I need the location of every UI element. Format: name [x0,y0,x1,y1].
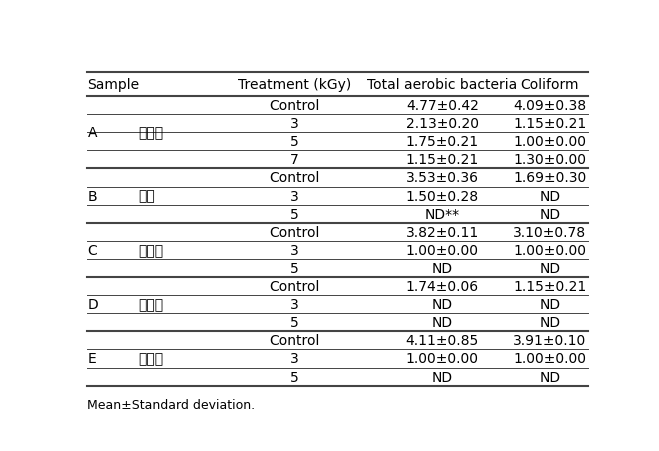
Text: 5: 5 [290,370,299,384]
Text: 3.10±0.78: 3.10±0.78 [513,226,587,239]
Text: ND: ND [432,298,453,312]
Text: ND: ND [539,262,560,276]
Text: 3: 3 [290,117,299,131]
Text: ND: ND [432,262,453,276]
Text: 5: 5 [290,135,299,149]
Text: Control: Control [269,334,320,348]
Text: A: A [88,126,97,140]
Text: 경단: 경단 [138,189,156,203]
Text: 5: 5 [290,207,299,221]
Text: Sample: Sample [88,78,140,92]
Text: ND: ND [432,370,453,384]
Text: Mean±Standard deviation.: Mean±Standard deviation. [88,398,256,411]
Text: C: C [88,244,98,258]
Text: 1.74±0.06: 1.74±0.06 [406,280,479,294]
Text: ND: ND [432,316,453,330]
Text: B: B [88,189,97,203]
Text: 1.30±0.00: 1.30±0.00 [513,153,587,167]
Text: 3: 3 [290,244,299,258]
Text: 1.00±0.00: 1.00±0.00 [513,135,587,149]
Text: 1.00±0.00: 1.00±0.00 [513,244,587,258]
Text: 4.11±0.85: 4.11±0.85 [406,334,479,348]
Text: ND: ND [539,207,560,221]
Text: 1.69±0.30: 1.69±0.30 [513,171,587,185]
Text: 3.53±0.36: 3.53±0.36 [406,171,479,185]
Text: ND: ND [539,189,560,203]
Text: 5: 5 [290,262,299,276]
Text: 3.91±0.10: 3.91±0.10 [513,334,587,348]
Text: 콩가루: 콩가루 [138,352,163,366]
Text: 빵가루: 빵가루 [138,298,163,312]
Text: 1.50±0.28: 1.50±0.28 [406,189,479,203]
Text: 4.77±0.42: 4.77±0.42 [406,99,479,113]
Text: Treatment (kGy): Treatment (kGy) [238,78,351,92]
Text: 1.15±0.21: 1.15±0.21 [513,280,587,294]
Text: 4.09±0.38: 4.09±0.38 [513,99,587,113]
Text: Control: Control [269,99,320,113]
Text: Coliform: Coliform [521,78,579,92]
Text: Control: Control [269,226,320,239]
Text: E: E [88,352,96,366]
Text: ND: ND [539,370,560,384]
Text: 2.13±0.20: 2.13±0.20 [406,117,479,131]
Text: 5: 5 [290,316,299,330]
Text: Control: Control [269,171,320,185]
Text: 3: 3 [290,298,299,312]
Text: 7: 7 [290,153,299,167]
Text: 3.82±0.11: 3.82±0.11 [406,226,479,239]
Text: Total aerobic bacteria: Total aerobic bacteria [367,78,517,92]
Text: ND**: ND** [425,207,460,221]
Text: 인절미: 인절미 [138,244,163,258]
Text: ND: ND [539,316,560,330]
Text: 3: 3 [290,189,299,203]
Text: D: D [88,298,98,312]
Text: 3: 3 [290,352,299,366]
Text: 1.15±0.21: 1.15±0.21 [406,153,479,167]
Text: 1.00±0.00: 1.00±0.00 [406,244,479,258]
Text: 1.75±0.21: 1.75±0.21 [406,135,479,149]
Text: 1.00±0.00: 1.00±0.00 [513,352,587,366]
Text: 가래떡: 가래떡 [138,126,163,140]
Text: 1.00±0.00: 1.00±0.00 [406,352,479,366]
Text: 1.15±0.21: 1.15±0.21 [513,117,587,131]
Text: ND: ND [539,298,560,312]
Text: Control: Control [269,280,320,294]
